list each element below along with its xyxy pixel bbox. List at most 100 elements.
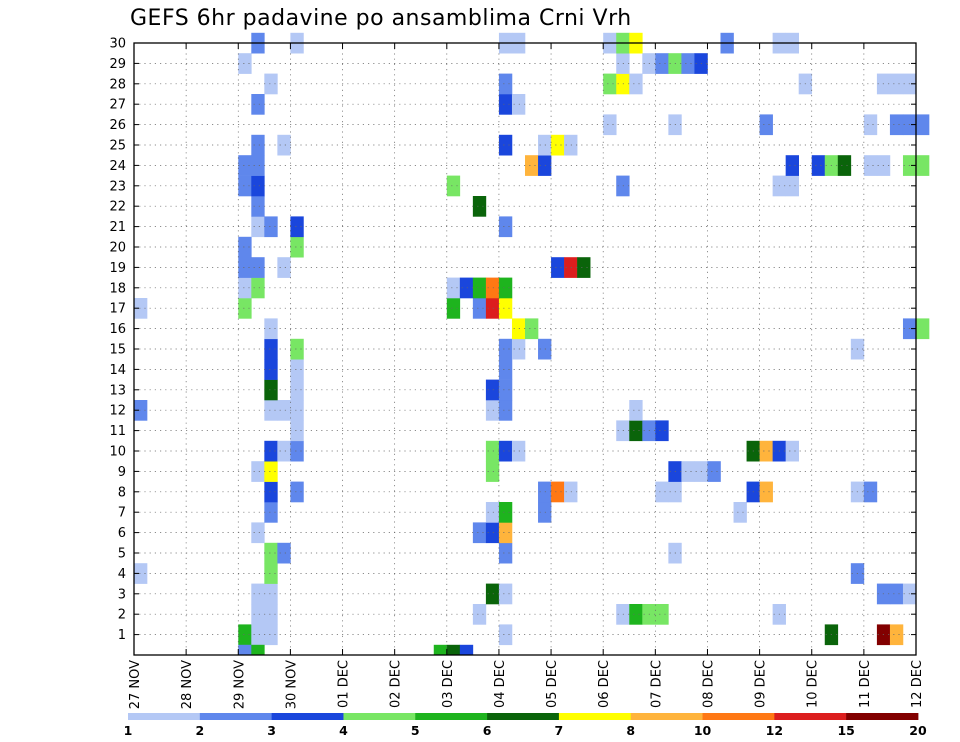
heatmap-cell [551,257,565,278]
x-tick-label: 03 DEC [441,660,456,708]
heatmap-cell [251,461,265,482]
x-tick-label: 29 NOV [232,660,247,709]
y-tick-label: 7 [118,506,126,521]
y-tick-label: 4 [118,567,126,582]
y-tick-label: 12 [109,404,126,419]
heatmap-cell [459,644,474,656]
heatmap-cell [498,298,513,319]
heatmap-cell [264,318,278,340]
heatmap-cell [498,400,513,421]
heatmap-cell [538,134,552,156]
heatmap-cell [485,461,500,482]
y-tick-label: 29 [109,57,126,72]
heatmap-cell [498,522,513,544]
heatmap-cell [603,73,617,95]
heatmap-cell [277,257,291,278]
heatmap-cell [134,563,148,584]
y-tick-label: 19 [109,261,126,276]
heatmap-cell [251,94,265,115]
heatmap-cell [485,400,500,421]
heatmap-cell [733,502,747,523]
heatmap-cell [264,379,278,401]
y-tick-label: 30 [109,37,126,52]
heatmap-cell [251,522,265,544]
cells-layer [134,32,930,656]
x-tick-label: 30 NOV [284,660,299,709]
x-tick-label: 28 NOV [180,660,195,709]
heatmap-cell [446,298,461,319]
heatmap-cell [290,420,304,442]
heatmap-cell [251,196,265,217]
heatmap-cell [707,461,721,482]
x-tick-label: 08 DEC [701,660,716,708]
x-tick-label: 11 DEC [858,660,873,708]
y-tick-label: 8 [118,485,126,500]
colorbar-label: 15 [837,723,854,738]
y-tick-label: 14 [109,363,126,378]
y-tick-label: 28 [109,77,126,92]
heatmap-cell [290,481,304,503]
colorbar-segment [199,713,273,720]
heatmap-cell [290,338,304,360]
colorbar-segment [415,713,488,720]
y-tick-label: 17 [109,302,126,317]
heatmap-cell [238,175,252,197]
heatmap-cell [498,583,513,605]
heatmap-cell [837,155,852,176]
heatmap-cell [629,73,643,95]
colorbar-segment [702,713,775,720]
colorbar-segment [558,713,632,720]
y-tick-label: 18 [109,281,126,296]
heatmap-cell [785,155,799,176]
heatmap-cell [863,114,878,136]
heatmap-cell [472,196,487,217]
heatmap-cell [485,440,500,462]
heatmap-cell [498,338,513,360]
heatmap-cell [290,236,304,258]
y-tick-label: 10 [109,445,126,460]
heatmap-cell [264,461,278,482]
x-tick-label: 27 NOV [128,660,143,709]
heatmap-cell [564,257,578,278]
colorbar-segment [630,713,703,720]
colorbar-label: 10 [694,723,712,738]
heatmap-cell [916,114,930,136]
heatmap-cell [485,379,500,401]
y-tick-label: 15 [109,343,126,358]
heatmap-cell [433,644,448,656]
heatmap-cell [472,298,487,319]
heatmap-cell [264,563,278,584]
heatmap-cell [916,155,930,176]
heatmap-cell [889,114,904,136]
colorbar-label: 4 [339,723,348,738]
y-tick-label: 5 [118,547,126,562]
x-tick-label: 05 DEC [545,660,560,708]
x-axis: 27 NOV 28 NOV 29 NOV 30 NOV 01 DEC 02 DEC 03 D… [128,43,925,709]
x-tick-label: 06 DEC [597,660,612,708]
heatmap-cell [277,440,291,462]
heatmap-cell [290,400,304,421]
x-tick-label: 04 DEC [493,660,508,708]
heatmap-cell [498,359,513,380]
heatmap-cell [238,53,252,74]
heatmap-cell [251,644,265,656]
heatmap-cell [459,277,474,299]
heatmap-cell [538,502,552,523]
heatmap-cell [290,379,304,401]
heatmap-cell [785,175,799,197]
colorbar-segment [774,713,847,720]
heatmap-cell [472,277,487,299]
heatmap-cell [472,522,487,544]
heatmap-cell [564,481,578,503]
heatmap-cell [889,583,904,605]
heatmap-cell [498,277,513,299]
heatmap-cell [290,216,304,238]
heatmap-cell [655,604,669,625]
y-tick-label: 21 [109,220,126,235]
heatmap-cell [759,114,773,136]
heatmap-cell [264,359,278,380]
heatmap-cell [655,481,669,503]
heatmap-cell [251,624,265,646]
y-tick-label: 9 [118,465,126,480]
heatmap-cell [863,155,878,176]
